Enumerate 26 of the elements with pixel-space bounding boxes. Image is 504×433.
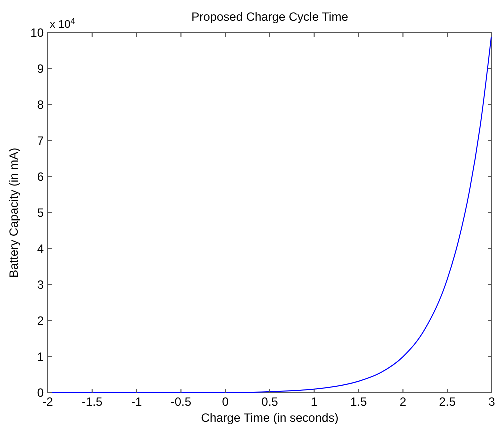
- x-tick-label: -1: [131, 395, 142, 409]
- y-axis-title: Battery Capacity (in mA): [7, 148, 21, 278]
- y-tick-label: 3: [37, 278, 44, 292]
- x-tick-label: -0.5: [170, 395, 192, 409]
- y-tick-label: 5: [37, 206, 44, 220]
- y-tick-label: 7: [37, 134, 44, 148]
- y-tick-label: 8: [37, 98, 44, 112]
- x-tick-label: 1.5: [350, 395, 368, 409]
- y-tick-label: 0: [37, 386, 44, 400]
- text: x 10$^{4}$: [50, 16, 76, 31]
- y-tick-label: 1: [37, 350, 44, 364]
- x-tick-label: 1: [311, 395, 318, 409]
- x-tick-label: -1.5: [82, 395, 104, 409]
- x-tick-label: -2: [42, 395, 54, 409]
- x-tick-label: 2.5: [439, 395, 456, 409]
- y-tick-label: 2: [37, 314, 44, 328]
- x-axis-title: Charge Time (in seconds): [201, 411, 339, 425]
- x-tick-label: 2: [400, 395, 407, 409]
- x-tick-label: 3: [488, 395, 496, 409]
- y-tick-label: 9: [37, 62, 44, 76]
- y-tick-label: 10: [30, 26, 44, 40]
- y-tick-label: 4: [37, 242, 44, 256]
- chart-title: Proposed Charge Cycle Time: [192, 10, 349, 24]
- y-tick-label: 6: [37, 170, 44, 184]
- x-tick-label: 0.5: [262, 395, 279, 409]
- x-tick-label: 0: [222, 395, 230, 409]
